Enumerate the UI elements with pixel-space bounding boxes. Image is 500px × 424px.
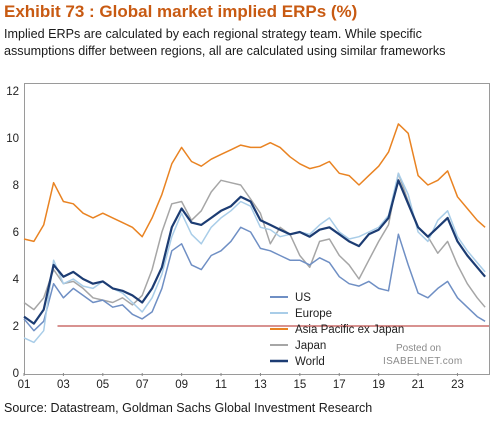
y-tick-label: 10 — [6, 133, 19, 145]
x-tick-label: 09 — [175, 379, 188, 391]
source-note: Source: Datastream, Goldman Sachs Global… — [4, 401, 373, 415]
legend-label: US — [295, 292, 311, 304]
y-tick-label: 0 — [13, 368, 19, 380]
legend-label: Asia Pacific ex Japan — [295, 324, 404, 336]
watermark-site: ISABELNET.com — [383, 356, 463, 367]
watermark-posted-on: Posted on — [396, 343, 442, 354]
chart-title: Exhibit 73 : Global market implied ERPs … — [4, 2, 358, 21]
series-line-asia-pacific-ex-japan — [23, 123, 486, 243]
y-tick-label: 8 — [13, 180, 19, 192]
x-tick-label: 19 — [372, 379, 385, 391]
series-line-us — [23, 226, 486, 332]
x-tick-label: 05 — [96, 379, 109, 391]
x-tick-label: 17 — [333, 379, 346, 391]
chart-subtitle: Implied ERPs are calculated by each regi… — [4, 27, 446, 58]
x-tick-label: 01 — [18, 379, 31, 391]
series-line-world — [23, 179, 486, 325]
x-tick-label: 23 — [451, 379, 464, 391]
y-tick-label: 12 — [6, 86, 19, 98]
legend-label: World — [295, 356, 325, 368]
y-tick-label: 6 — [13, 227, 19, 239]
x-tick-label: 07 — [136, 379, 149, 391]
line-chart: 0 2 4 6 8 10 12 01 03 05 07 09 11 13 15 17 19 21 23 US Europ… — [6, 86, 489, 391]
series-line-europe — [23, 172, 486, 344]
x-tick-label: 15 — [293, 379, 306, 391]
plot-frame — [24, 83, 490, 375]
x-tick-label: 13 — [254, 379, 267, 391]
x-tick-label: 03 — [57, 379, 70, 391]
legend-label: Europe — [295, 308, 332, 320]
y-tick-label: 4 — [13, 274, 20, 286]
legend-label: Japan — [295, 340, 326, 352]
x-tick-label: 21 — [412, 379, 425, 391]
x-tick-label: 11 — [215, 379, 227, 391]
y-tick-label: 2 — [13, 321, 19, 333]
